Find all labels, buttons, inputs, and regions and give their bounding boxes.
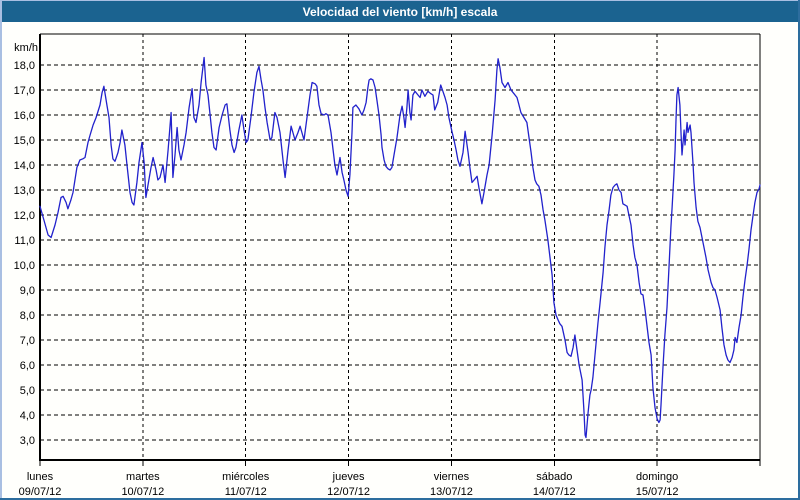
day-date-label: 11/07/12 <box>225 486 267 498</box>
chart-title: Velocidad del viento [km/h] escala <box>303 5 498 19</box>
panel-border-right <box>798 0 800 500</box>
y-axis-label: 13,0 <box>14 185 35 197</box>
day-name-label: domingo <box>636 471 678 483</box>
wind-speed-line <box>39 56 761 439</box>
day-name-label: lunes <box>27 471 54 483</box>
day-date-label: 13/07/12 <box>430 486 473 498</box>
y-axis-label: 12,0 <box>14 210 35 222</box>
gridlines-group <box>40 34 760 460</box>
y-axis-label: 10,0 <box>14 260 35 272</box>
y-axis-label: 8,0 <box>20 310 35 322</box>
day-name-label: jueves <box>332 471 365 483</box>
day-name-label: miércoles <box>222 471 270 483</box>
day-name-label: martes <box>126 471 160 483</box>
day-name-label: viernes <box>434 471 470 483</box>
y-axis-label: 14,0 <box>14 160 35 172</box>
y-axis-label: 18,0 <box>14 60 35 72</box>
axis-labels-group: 18,0 17,0 16,0 15,0 14,0 13,0 12,0 11,0 10,0 9,0 8… <box>14 60 679 498</box>
y-axis-label: 15,0 <box>14 135 35 147</box>
y-axis-label: 11,0 <box>14 235 35 247</box>
day-date-label: 12/07/12 <box>327 486 370 498</box>
panel-border-left <box>0 0 2 500</box>
day-date-label: 10/07/12 <box>121 486 164 498</box>
panel-border-bottom <box>0 498 800 500</box>
y-axis-label: 4,0 <box>20 410 35 422</box>
y-axis-unit-label: km/h <box>14 42 38 54</box>
y-axis-label: 7,0 <box>20 335 35 347</box>
y-axis-label: 6,0 <box>20 360 35 372</box>
y-axis-label: 9,0 <box>20 285 35 297</box>
day-date-label: 09/07/12 <box>19 486 62 498</box>
title-bar <box>2 1 798 22</box>
y-axis-label: 5,0 <box>20 385 35 397</box>
y-axis-label: 16,0 <box>14 110 35 122</box>
axes-group <box>39 33 761 466</box>
day-date-label: 15/07/12 <box>636 486 679 498</box>
y-axis-label: 17,0 <box>14 85 35 97</box>
panel-border-top <box>0 0 800 1</box>
day-name-label: sábado <box>536 471 572 483</box>
day-date-label: 14/07/12 <box>533 486 576 498</box>
y-axis-label: 3,0 <box>20 435 35 447</box>
